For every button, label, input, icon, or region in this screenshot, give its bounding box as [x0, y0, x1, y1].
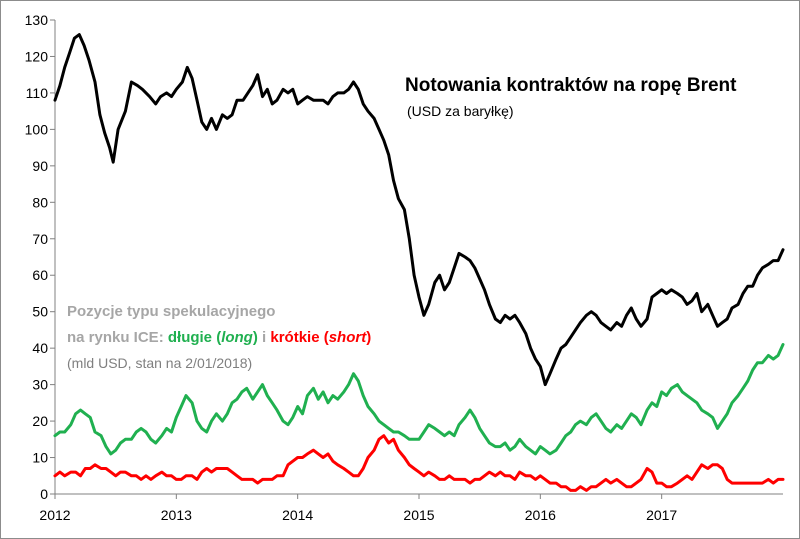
legend-short-close: ): [366, 329, 372, 346]
chart-title: Notowania kontraktów na ropę Brent: [405, 75, 737, 96]
legend-short-label: krótkie (: [270, 329, 329, 346]
y-tick-labels: 0 10 20 30 40 50 60 70 80 90 100 110 120 130: [25, 12, 49, 502]
x-tick-label: 2014: [282, 507, 313, 523]
x-tick-label: 2013: [161, 507, 192, 523]
y-tick-label: 110: [26, 85, 49, 101]
y-tick-label: 20: [32, 413, 48, 429]
series-line-brent: [53, 33, 785, 387]
y-tick-label: 100: [25, 121, 49, 137]
x-tick-label: 2015: [403, 507, 434, 523]
y-tick-label: 90: [32, 158, 48, 174]
series-line-long: [53, 343, 785, 456]
y-tick-label: 0: [40, 486, 48, 502]
data-series: [53, 33, 785, 492]
legend-short-italic: short: [328, 329, 367, 346]
y-tick-label: 130: [25, 12, 49, 28]
legend-long-label: długie (: [167, 329, 222, 346]
x-tick-labels: 2012 2013 2014 2015 2016 2017: [39, 507, 677, 523]
y-tick-label: 50: [32, 304, 48, 320]
x-tick-label: 2016: [525, 507, 556, 523]
y-tick-label: 120: [25, 48, 49, 64]
legend-short: krótkie (short): [270, 329, 371, 346]
y-tick-label: 60: [32, 267, 48, 283]
y-tick-label: 40: [32, 340, 48, 356]
y-tick-label: 80: [32, 194, 48, 210]
y-tick-label: 70: [32, 231, 48, 247]
legend-long-close: ): [252, 329, 258, 346]
x-tick-label: 2012: [39, 507, 70, 523]
annotation-line-1: Pozycje typu spekulacyjnego: [67, 303, 276, 320]
y-tick-label: 30: [32, 377, 48, 393]
y-tick-label: 10: [32, 450, 48, 466]
legend-long: długie (long): [168, 329, 258, 346]
legend-long-italic: long: [221, 329, 253, 346]
annotation-line-3: (mld USD, stan na 2/01/2018): [67, 355, 253, 371]
annotation-line-2: na rynku ICE: długie (long) i krótkie (s…: [67, 329, 371, 346]
chart-subtitle: (USD za baryłkę): [407, 103, 514, 119]
series-line-short: [53, 434, 785, 492]
annotation-connector: i: [262, 329, 267, 346]
x-tick-label: 2017: [646, 507, 677, 523]
annotation-prefix: na rynku ICE:: [67, 329, 164, 346]
